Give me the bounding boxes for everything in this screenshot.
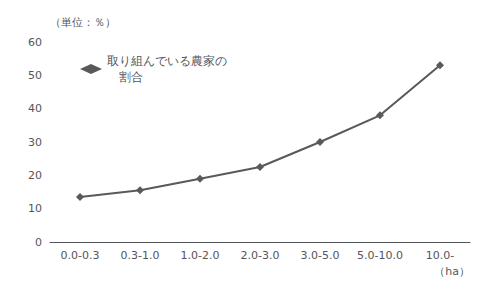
svg-text:60: 60 — [28, 36, 42, 49]
svg-text:取り組んでいる農家の: 取り組んでいる農家の — [107, 54, 227, 68]
svg-text:0.3-1.0: 0.3-1.0 — [121, 249, 160, 262]
svg-text:3.0-5.0: 3.0-5.0 — [301, 249, 340, 262]
svg-text:（ha）: （ha） — [434, 265, 470, 278]
svg-text:50: 50 — [28, 69, 42, 82]
svg-text:40: 40 — [28, 102, 42, 115]
svg-text:0.0-0.3: 0.0-0.3 — [61, 249, 100, 262]
svg-text:割合: 割合 — [107, 70, 143, 84]
svg-text:10: 10 — [28, 202, 42, 215]
svg-text:5.0-10.0: 5.0-10.0 — [357, 249, 403, 262]
svg-text:1.0-2.0: 1.0-2.0 — [181, 249, 220, 262]
svg-text:20: 20 — [28, 169, 42, 182]
svg-text:10.0-: 10.0- — [426, 249, 454, 262]
svg-text:0: 0 — [35, 236, 42, 249]
svg-text:2.0-3.0: 2.0-3.0 — [241, 249, 280, 262]
svg-text:30: 30 — [28, 136, 42, 149]
svg-text:（単位：％）: （単位：％） — [50, 16, 116, 29]
